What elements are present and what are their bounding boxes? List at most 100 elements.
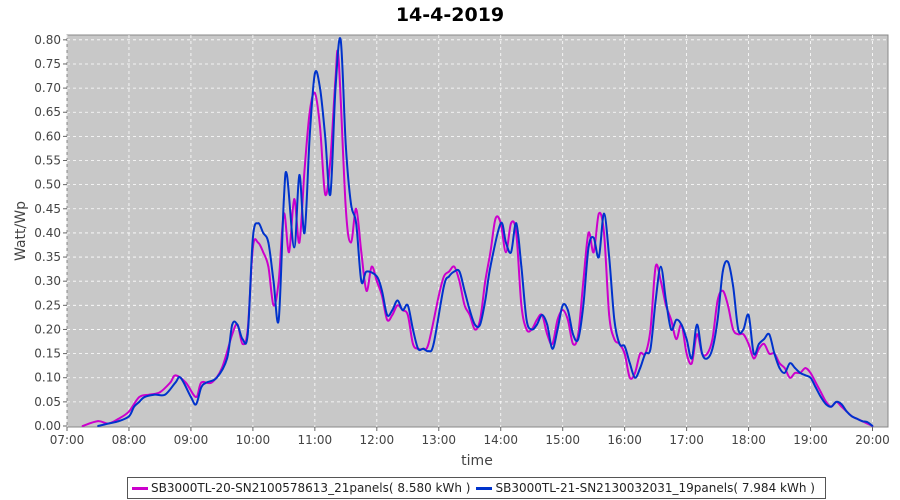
data-point xyxy=(339,38,342,41)
data-point xyxy=(286,174,288,176)
data-point xyxy=(763,343,765,345)
data-point xyxy=(350,203,352,205)
data-point xyxy=(443,285,445,287)
data-point xyxy=(510,222,512,225)
y-tick-label: 0.05 xyxy=(34,395,61,409)
data-point xyxy=(422,347,425,350)
data-point xyxy=(706,352,709,355)
data-point xyxy=(696,323,698,326)
legend-label: SB3000TL-20-SN2100578613_21panels( 8.580… xyxy=(151,481,471,495)
x-tick-label: 19:00 xyxy=(793,433,828,447)
data-point xyxy=(324,193,327,196)
data-point xyxy=(592,251,595,254)
data-point xyxy=(117,417,120,420)
data-point xyxy=(468,309,471,312)
data-point xyxy=(768,333,771,336)
y-tick-label: 0.65 xyxy=(34,105,61,119)
data-point xyxy=(840,403,843,406)
data-point xyxy=(169,381,172,384)
x-tick-label: 17:00 xyxy=(669,433,704,447)
x-tick-label: 15:00 xyxy=(545,433,580,447)
data-point xyxy=(406,314,409,316)
y-tick-label: 0.75 xyxy=(34,57,61,71)
y-tick-label: 0.00 xyxy=(34,419,61,433)
data-point xyxy=(670,328,673,331)
data-point xyxy=(179,376,182,379)
data-point xyxy=(546,333,549,336)
data-point xyxy=(334,87,337,89)
x-tick-label: 13:00 xyxy=(421,433,456,447)
data-point xyxy=(572,343,574,345)
data-point xyxy=(236,323,239,326)
data-point xyxy=(727,304,729,307)
data-point xyxy=(716,318,719,321)
data-point xyxy=(654,299,657,302)
data-point xyxy=(706,357,709,360)
data-point xyxy=(474,328,476,331)
data-point xyxy=(659,280,662,283)
data-point xyxy=(794,372,796,374)
y-tick-label: 0.25 xyxy=(34,298,61,312)
data-point xyxy=(794,367,796,369)
data-point xyxy=(417,347,420,350)
data-point xyxy=(231,333,234,336)
data-point xyxy=(443,275,445,278)
data-point xyxy=(251,236,254,239)
data-point xyxy=(659,265,662,268)
data-point xyxy=(788,376,791,379)
data-point xyxy=(138,396,141,398)
data-point xyxy=(386,314,389,316)
data-point xyxy=(520,265,523,268)
data-point xyxy=(773,352,776,355)
data-point xyxy=(752,352,755,355)
y-tick-label: 0.50 xyxy=(34,178,61,192)
data-point xyxy=(819,396,822,398)
data-point xyxy=(763,338,765,341)
data-point xyxy=(510,251,512,254)
data-point xyxy=(128,415,130,418)
plot-area xyxy=(66,34,889,428)
data-point xyxy=(654,265,657,268)
data-point xyxy=(670,318,673,321)
data-point xyxy=(406,304,409,307)
data-point xyxy=(484,299,487,302)
data-point xyxy=(360,280,363,283)
data-point xyxy=(861,420,864,423)
data-point xyxy=(535,323,538,326)
data-point xyxy=(184,381,187,384)
data-point xyxy=(391,314,394,316)
data-point xyxy=(427,350,430,353)
data-point xyxy=(272,280,275,283)
data-point xyxy=(721,270,724,273)
y-tick-label: 0.20 xyxy=(34,322,61,336)
data-point xyxy=(381,289,383,292)
legend-item: SB3000TL-20-SN2100578613_21panels( 8.580… xyxy=(132,481,470,495)
x-tick-label: 08:00 xyxy=(112,433,147,447)
data-point xyxy=(298,241,301,244)
data-point xyxy=(752,357,755,360)
data-point xyxy=(639,367,642,369)
data-point xyxy=(401,309,404,312)
data-point xyxy=(200,386,203,389)
y-tick-label: 0.55 xyxy=(34,154,61,168)
data-point xyxy=(308,135,311,138)
data-point xyxy=(241,343,244,345)
data-point xyxy=(541,314,543,316)
x-tick-label: 12:00 xyxy=(360,433,395,447)
data-point xyxy=(603,232,605,234)
data-point xyxy=(597,212,600,215)
data-point xyxy=(711,338,714,341)
data-point xyxy=(711,347,714,350)
data-point xyxy=(458,270,461,273)
data-point xyxy=(128,410,130,413)
data-point xyxy=(814,381,817,384)
y-tick-label: 0.35 xyxy=(34,250,61,264)
data-point xyxy=(515,222,518,225)
data-point xyxy=(845,410,848,413)
data-point xyxy=(701,352,704,355)
data-point xyxy=(355,207,358,210)
y-tick-label: 0.15 xyxy=(34,347,61,361)
data-point xyxy=(592,236,595,239)
data-point xyxy=(288,251,290,254)
y-tick-label: 0.10 xyxy=(34,371,61,385)
